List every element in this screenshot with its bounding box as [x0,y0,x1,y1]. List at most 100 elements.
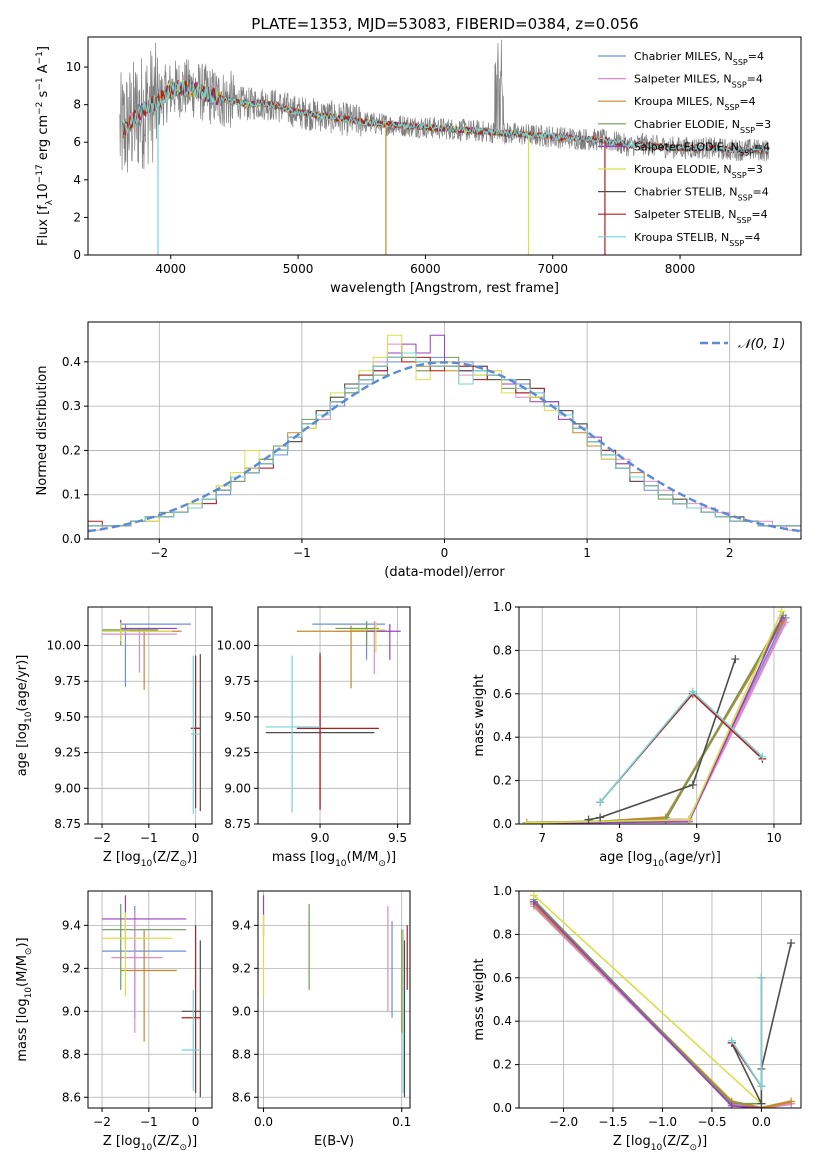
y-tick-label: 9.50 [224,710,251,724]
errorbar-salpeter-elodie [366,624,401,660]
weight_vs_Z-x-axis-label-part: Z [log [613,1134,651,1149]
x-tick-label: −2.0 [549,1115,578,1129]
weight-line-salpeter-stelib [731,977,763,1089]
errorbar-kroupa-stelib [265,655,321,813]
y-tick-label: 1.0 [493,600,512,614]
legend-entry-text: Chabrier MILES, N [634,50,733,63]
legend-entry-text: Kroupa STELIB, N [634,231,729,244]
mass_vs_Z-y-axis-label: mass [log10(M/M⊙)] [15,937,34,1061]
spectrum-axes: 4000 5000 6000 7000 8000 0 2 4 6 8 10 [66,60,696,276]
age_vs_Z-y-axis-label: age [log10(age/yr)] [15,655,34,777]
x-tick-label: 0 [192,1115,200,1129]
errorbar-kroupa-stelib [190,655,201,815]
errorbar-kroupa-miles [130,628,182,690]
spectrum-y-axis-label-part: erg cm [36,115,51,164]
y-tick-label: 9.2 [62,961,81,975]
legend-entry-label: Salpeter MILES, NSSP=4 [634,73,763,90]
weight-line-kroupa-elodie [533,894,762,1105]
y-tick-label: 9.2 [232,961,251,975]
age_vs_mass-x-axis-label-part: ⊙ [378,859,386,869]
x-tick-label: 0.0 [254,1115,273,1129]
weight_vs_age-x-axis-label-part: 10 [652,859,664,869]
legend-entry-sub: SSP [739,148,754,157]
weight-marker [727,1036,736,1045]
y-tick-label: 9.25 [54,746,81,760]
y-tick-label: 10 [66,60,81,74]
y-tick-label: 0.4 [62,355,81,369]
residuals-x-axis-label: (data-model)/error [384,565,505,580]
weight-marker [529,891,538,900]
mass_vs_Z-x-axis-label-part: ⊙ [179,1143,187,1153]
legend-entry-sub: SSP [732,171,747,180]
legend-entry-sub: SSP [740,125,755,134]
x-tick-label: 8 [616,831,624,845]
y-tick-label: 9.75 [54,674,81,688]
y-tick-label: 9.0 [62,1004,81,1018]
y-tick-label: 8.8 [232,1047,251,1061]
x-tick-label: 2 [726,546,734,560]
age_vs_Z-x-axis-label-part: 10 [141,859,153,869]
errorbar-kroupa-elodie [351,621,386,653]
weight-marker [731,655,740,664]
y-tick-label: 8.75 [224,817,251,831]
errorbar-kroupa-miles [296,625,367,689]
y-tick-label: 0.8 [493,927,512,941]
mass_vs_ebv-plot-area [262,895,408,1098]
age_vs_Z-axes: −2 −1 0 8.75 9.00 9.25 9.50 9.75 10.00 [47,607,212,845]
weight_vs_age-plot-area [522,607,790,824]
x-tick-label: −2 [93,831,111,845]
spectrum-y-axis-label-part: ] [36,46,51,51]
figure-title: PLATE=1353, MJD=53083, FIBERID=0384, z=0… [251,15,638,33]
legend-entry-suffix: =4 [753,186,769,199]
errorbar-kroupa-miles [120,929,177,1042]
y-tick-label: 8.6 [62,1090,81,1104]
weight_vs_Z-y-axis-label: mass weight [472,958,487,1040]
weight-marker [688,780,697,789]
weight_vs_Z-x-axis-label-part: ⊙ [689,1143,697,1153]
y-tick-label: 9.00 [224,781,251,795]
y-tick-label: 1.0 [493,884,512,898]
mass_vs_Z-y-axis-label-part: )] [15,937,30,947]
normal-legend-label: 𝒩(0, 1) [738,337,785,352]
legend-entry-label: Kroupa MILES, NSSP=4 [634,95,756,112]
spectrum-y-axis-label-part: −17 [35,164,45,183]
legend-entry-suffix: =4 [739,95,755,108]
weight-line-chabrier-elodie [526,615,784,824]
weight-marker [596,813,605,822]
age_vs_Z-x-axis-label-part: ⊙ [179,859,187,869]
legend-entry-label: Salpeter STELIB, NSSP=4 [634,208,768,225]
residuals-plot-area [88,334,801,533]
weight-line-chabrier-miles [526,617,787,824]
y-tick-label: 8.8 [62,1047,81,1061]
x-tick-label: −1.5 [598,1115,627,1129]
age_vs_mass-axes: 9.0 9.5 8.75 9.00 9.25 9.50 9.75 10.00 [217,607,410,845]
age_vs_Z-frame [87,606,213,825]
spectrum-y-axis-label-part: λ [45,199,55,205]
mass_vs_Z-x-axis-label-part: )] [187,1134,197,1149]
y-tick-label: 4 [73,173,81,187]
errorbar-salpeter-miles [335,621,386,675]
errorbar-chabrier-stelib [181,940,201,1098]
age_vs_Z-x-axis-label-part: )] [187,850,197,865]
y-tick-label: 2 [73,210,81,224]
legend-entry-text: Chabrier STELIB, N [634,186,738,199]
age_vs_Z-y-axis-label-part: 10 [24,711,34,723]
x-tick-label: −1 [140,1115,158,1129]
x-tick-label: 0.1 [392,1115,411,1129]
spectrum-plot-area [119,39,770,255]
spectrum-model-kroupa-stelib [121,80,770,154]
legend-entry-suffix: =4 [754,140,770,153]
y-tick-label: 9.4 [62,918,81,932]
age_vs_mass-x-axis-label-part: (M/M [347,850,379,865]
legend-entry-suffix: =4 [747,73,763,86]
y-tick-label: 0.0 [62,532,81,546]
histogram-kroupa-stelib [88,352,801,527]
legend-entry-sub: SSP [732,80,747,89]
x-tick-label: 0.0 [752,1115,771,1129]
legend-entry-suffix: =4 [751,208,767,221]
y-tick-label: 0.4 [493,1014,512,1028]
y-tick-label: 0.4 [493,730,512,744]
mass_vs_Z-y-axis-label-part: 10 [24,987,34,999]
errorbar-chabrier-elodie [102,903,187,990]
